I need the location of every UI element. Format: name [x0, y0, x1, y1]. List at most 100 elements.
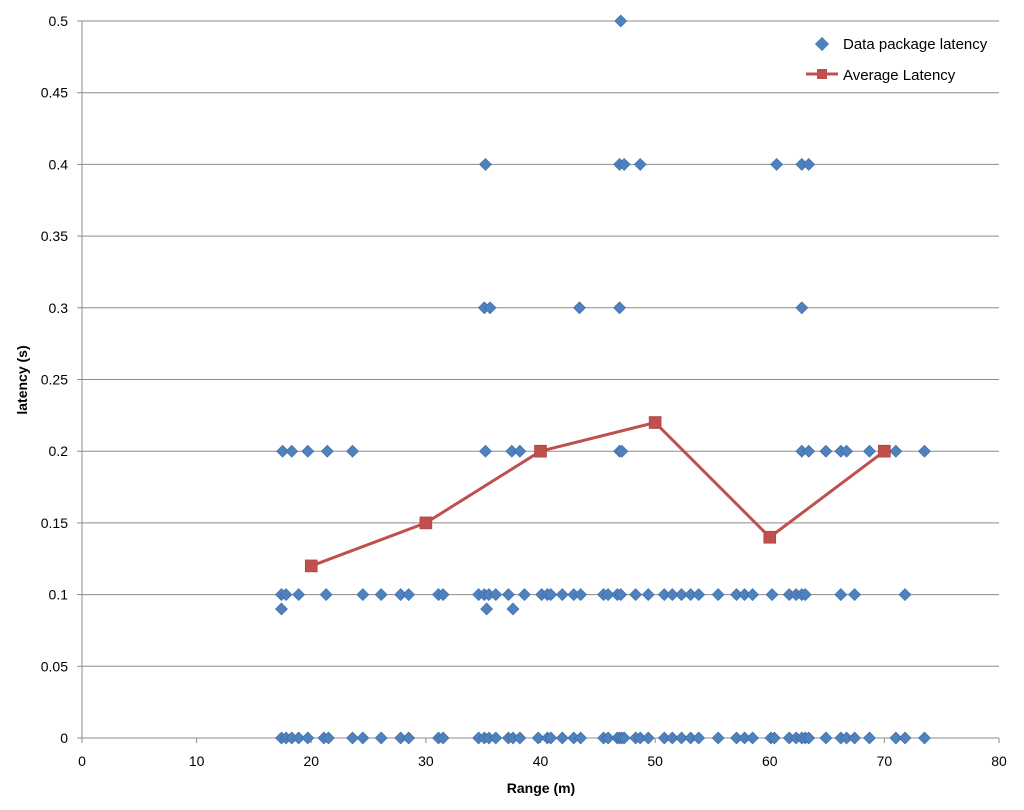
data-point-diamond — [531, 731, 545, 745]
data-point-diamond — [770, 157, 784, 171]
legend-diamond-marker — [814, 36, 830, 52]
y-tick-label: 0 — [60, 730, 68, 746]
data-point-diamond — [480, 602, 494, 616]
data-point-diamond — [863, 444, 876, 458]
data-point-diamond — [356, 731, 370, 745]
data-point-diamond — [479, 157, 492, 171]
data-point-diamond — [819, 731, 833, 745]
y-tick-label: 0.1 — [49, 587, 69, 603]
data-point-diamond — [692, 588, 706, 602]
data-point-diamond — [614, 14, 628, 28]
data-point-diamond — [641, 588, 655, 602]
data-point-diamond — [292, 731, 306, 745]
data-point-diamond — [292, 588, 306, 602]
data-point-diamond — [544, 588, 558, 602]
y-tick-label: 0.45 — [41, 85, 68, 101]
data-point-diamond — [402, 588, 416, 602]
average-point-square — [534, 444, 547, 458]
data-point-diamond — [402, 731, 416, 745]
y-tick-labels: 0 0.05 0.1 0.15 0.2 0.25 0.3 0.35 0.4 0.45 0.5 — [41, 13, 68, 746]
y-tick-label: 0.35 — [41, 228, 68, 244]
legend-item-average-latency: Average Latency — [806, 67, 956, 84]
data-point-diamond — [374, 731, 388, 745]
data-point-diamond — [601, 588, 615, 602]
data-point-diamond — [840, 444, 853, 458]
data-point-diamond — [675, 588, 688, 602]
data-point-diamond — [301, 731, 315, 745]
average-point-square — [878, 444, 891, 458]
series-average-latency — [304, 416, 891, 573]
x-tick-label: 70 — [877, 753, 893, 769]
data-point-diamond — [617, 157, 631, 171]
data-point-diamond — [513, 731, 527, 745]
data-point-diamond — [276, 444, 290, 458]
y-tick-label: 0.05 — [41, 658, 68, 674]
data-point-diamond — [436, 588, 450, 602]
data-point-diamond — [746, 588, 759, 602]
legend-label-data-package-latency: Data package latency — [843, 36, 988, 53]
data-point-diamond — [346, 444, 359, 458]
data-point-diamond — [665, 588, 679, 602]
data-point-diamond — [834, 588, 848, 602]
legend-item-data-package-latency: Data package latency — [814, 36, 988, 53]
data-point-diamond — [601, 731, 615, 745]
data-point-diamond — [513, 444, 527, 458]
data-point-diamond — [889, 444, 903, 458]
data-point-diamond — [711, 588, 725, 602]
average-point-square — [648, 416, 662, 429]
average-point-square — [763, 530, 777, 544]
data-point-diamond — [767, 731, 781, 745]
data-point-diamond — [555, 588, 569, 602]
data-point-diamond — [675, 731, 688, 745]
data-point-diamond — [573, 301, 586, 315]
data-point-diamond — [574, 731, 588, 745]
x-tick-label: 40 — [533, 753, 549, 769]
data-point-diamond — [918, 731, 931, 745]
x-tick-label: 50 — [647, 753, 663, 769]
data-point-diamond — [898, 588, 912, 602]
data-point-diamond — [320, 444, 334, 458]
legend-label-average-latency: Average Latency — [843, 67, 956, 84]
x-tick-label: 80 — [991, 753, 1007, 769]
data-point-diamond — [898, 731, 912, 745]
legend: Data package latency Average Latency — [806, 36, 988, 84]
data-point-diamond — [633, 157, 647, 171]
x-tick-label: 60 — [762, 753, 778, 769]
data-point-diamond — [479, 444, 492, 458]
x-tick-label: 0 — [78, 753, 86, 769]
data-point-diamond — [374, 588, 388, 602]
average-point-square — [304, 559, 318, 573]
data-point-diamond — [279, 588, 293, 602]
y-tick-label: 0.5 — [49, 13, 69, 29]
gridlines — [82, 20, 999, 667]
data-point-diamond — [802, 731, 816, 745]
data-point-diamond — [848, 731, 861, 745]
average-point-square — [419, 516, 433, 530]
average-latency-line — [310, 421, 886, 568]
data-point-diamond — [629, 588, 643, 602]
data-point-diamond — [275, 602, 288, 616]
data-point-diamond — [795, 301, 809, 315]
data-point-diamond — [489, 731, 503, 745]
data-point-diamond — [555, 731, 569, 745]
legend-square-marker — [817, 69, 827, 79]
data-point-diamond — [574, 588, 588, 602]
data-point-diamond — [301, 444, 315, 458]
data-point-diamond — [848, 588, 861, 602]
data-point-diamond — [692, 731, 706, 745]
data-point-diamond — [802, 157, 816, 171]
data-point-diamond — [346, 731, 359, 745]
data-point-diamond — [765, 588, 779, 602]
plot-area-series — [275, 14, 931, 745]
data-point-diamond — [356, 588, 370, 602]
data-point-diamond — [501, 588, 515, 602]
series-data-package-latency — [275, 14, 931, 745]
y-tick-label: 0.4 — [49, 156, 69, 172]
data-point-diamond — [436, 731, 450, 745]
data-point-diamond — [617, 731, 631, 745]
data-point-diamond — [322, 731, 335, 745]
data-point-diamond — [918, 444, 931, 458]
y-tick-label: 0.15 — [41, 515, 68, 531]
data-point-diamond — [613, 301, 627, 315]
